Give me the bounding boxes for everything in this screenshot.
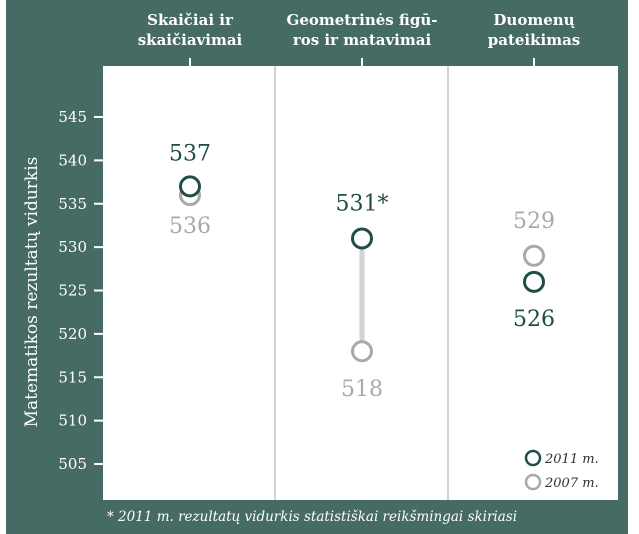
data-label-2007: 536 (169, 214, 211, 239)
footnote: * 2011 m. rezultatų vidurkis statistiška… (107, 509, 517, 525)
category-label: ros ir matavimai (293, 31, 432, 49)
y-axis-label: Matematikos rezultatų vidurkis (22, 157, 42, 428)
category-label: Skaičiai ir (147, 11, 234, 29)
y-tick-label: 525 (58, 282, 87, 300)
y-tick-label: 505 (58, 455, 87, 473)
y-tick-label: 510 (58, 412, 87, 430)
legend-label-2011: 2011 m. (544, 452, 599, 467)
data-label-2011: 526 (513, 307, 555, 332)
data-point-2007 (351, 340, 373, 363)
category-label: pateikimas (488, 31, 581, 49)
legend-marker-2007 (524, 473, 542, 491)
y-tick-label: 520 (58, 325, 87, 343)
category-label: Geometrinės figū- (287, 11, 438, 29)
y-tick-label: 535 (58, 195, 87, 213)
data-point-2007 (523, 244, 545, 267)
data-point-2011 (179, 175, 201, 198)
data-point-2011 (523, 270, 545, 293)
y-tick-label: 530 (58, 238, 87, 256)
y-tick-label: 540 (58, 151, 87, 169)
category-label: Duomenų (493, 11, 574, 29)
y-tick-label: 515 (58, 368, 87, 386)
category-label: skaičiavimai (138, 31, 243, 49)
data-point-2011 (351, 227, 373, 250)
data-label-2011: 537 (169, 141, 211, 166)
legend-label-2007: 2007 m. (544, 476, 599, 491)
data-label-2007: 518 (341, 377, 383, 402)
data-label-2007: 529 (513, 209, 555, 234)
data-label-2011: 531* (336, 191, 389, 216)
legend-marker-2011 (524, 449, 542, 467)
y-tick-label: 545 (58, 108, 87, 126)
legend: 2011 m. 2007 m. (524, 449, 599, 491)
